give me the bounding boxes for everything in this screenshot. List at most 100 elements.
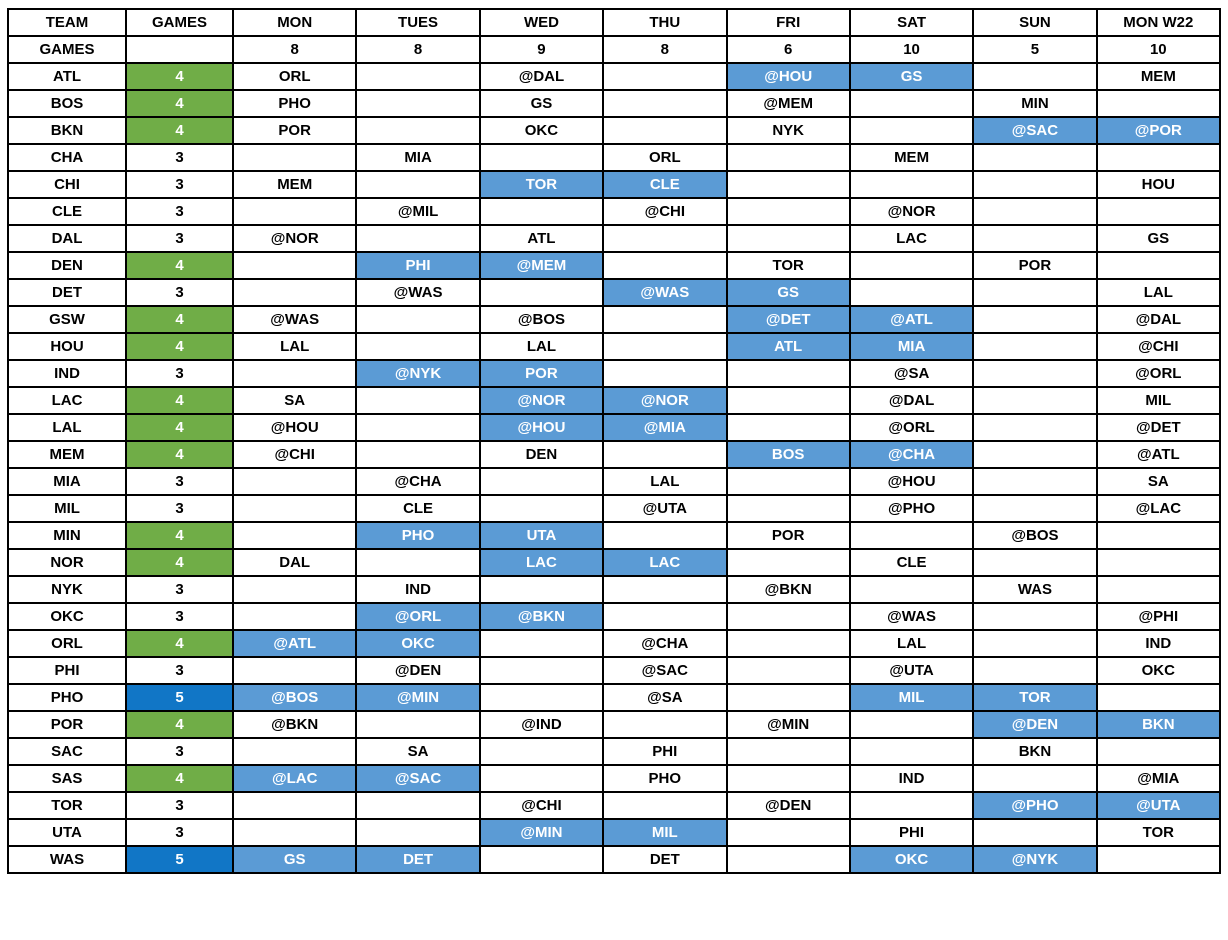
day-total-cell[interactable]: 8 xyxy=(231,35,358,64)
matchup-cell[interactable]: LAL xyxy=(848,629,975,658)
team-name-cell[interactable]: MIA xyxy=(7,467,127,496)
team-name-cell[interactable]: ORL xyxy=(7,629,127,658)
matchup-cell[interactable] xyxy=(972,440,1098,469)
matchup-cell[interactable] xyxy=(972,143,1098,172)
team-name-cell[interactable]: OKC xyxy=(7,602,127,631)
team-name-cell[interactable]: CHA xyxy=(7,143,127,172)
matchup-cell[interactable] xyxy=(231,656,358,685)
matchup-cell[interactable]: @PHO xyxy=(972,791,1098,820)
matchup-cell[interactable]: BKN xyxy=(1095,710,1222,739)
matchup-cell[interactable]: @CHA xyxy=(602,629,728,658)
matchup-cell[interactable]: @NOR xyxy=(478,386,605,415)
matchup-cell[interactable]: @BKN xyxy=(231,710,358,739)
games-count-cell[interactable]: 4 xyxy=(125,305,234,334)
matchup-cell[interactable]: MIA xyxy=(355,143,481,172)
matchup-cell[interactable]: SA xyxy=(355,737,481,766)
matchup-cell[interactable] xyxy=(231,143,358,172)
matchup-cell[interactable] xyxy=(725,683,851,712)
matchup-cell[interactable]: MIL xyxy=(602,818,728,847)
matchup-cell[interactable]: @LAC xyxy=(231,764,358,793)
matchup-cell[interactable] xyxy=(972,170,1098,199)
matchup-cell[interactable]: TOR xyxy=(725,251,851,280)
matchup-cell[interactable]: @SA xyxy=(848,359,975,388)
matchup-cell[interactable] xyxy=(848,278,975,307)
matchup-cell[interactable]: SA xyxy=(1095,467,1222,496)
matchup-cell[interactable] xyxy=(1095,845,1222,874)
matchup-cell[interactable]: @WAS xyxy=(231,305,358,334)
matchup-cell[interactable] xyxy=(478,143,605,172)
matchup-cell[interactable]: LAL xyxy=(478,332,605,361)
matchup-cell[interactable] xyxy=(602,791,728,820)
matchup-cell[interactable] xyxy=(602,359,728,388)
matchup-cell[interactable]: IND xyxy=(355,575,481,604)
matchup-cell[interactable] xyxy=(355,710,481,739)
team-name-cell[interactable]: LAC xyxy=(7,386,127,415)
games-count-cell[interactable]: 4 xyxy=(125,413,234,442)
games-totals-blank-cell[interactable] xyxy=(125,35,234,64)
matchup-cell[interactable] xyxy=(725,845,851,874)
matchup-cell[interactable]: MIL xyxy=(1095,386,1222,415)
matchup-cell[interactable] xyxy=(478,656,605,685)
games-count-cell[interactable]: 3 xyxy=(125,278,234,307)
games-count-cell[interactable]: 4 xyxy=(125,386,234,415)
matchup-cell[interactable] xyxy=(355,548,481,577)
matchup-cell[interactable] xyxy=(725,467,851,496)
matchup-cell[interactable]: @MIN xyxy=(725,710,851,739)
matchup-cell[interactable]: @UTA xyxy=(602,494,728,523)
matchup-cell[interactable] xyxy=(972,818,1098,847)
matchup-cell[interactable]: @DAL xyxy=(1095,305,1222,334)
matchup-cell[interactable] xyxy=(231,791,358,820)
matchup-cell[interactable]: OKC xyxy=(478,116,605,145)
matchup-cell[interactable] xyxy=(848,89,975,118)
team-name-cell[interactable]: POR xyxy=(7,710,127,739)
matchup-cell[interactable]: @MIL xyxy=(355,197,481,226)
matchup-cell[interactable] xyxy=(231,494,358,523)
matchup-cell[interactable] xyxy=(972,359,1098,388)
matchup-cell[interactable] xyxy=(1095,143,1222,172)
matchup-cell[interactable]: @MIA xyxy=(602,413,728,442)
matchup-cell[interactable] xyxy=(355,89,481,118)
games-count-cell[interactable]: 3 xyxy=(125,143,234,172)
matchup-cell[interactable] xyxy=(972,305,1098,334)
matchup-cell[interactable]: @HOU xyxy=(848,467,975,496)
team-name-cell[interactable]: NYK xyxy=(7,575,127,604)
matchup-cell[interactable]: @CHI xyxy=(478,791,605,820)
games-count-cell[interactable]: 4 xyxy=(125,62,234,91)
games-count-cell[interactable]: 3 xyxy=(125,170,234,199)
matchup-cell[interactable] xyxy=(972,278,1098,307)
matchup-cell[interactable]: BOS xyxy=(725,440,851,469)
matchup-cell[interactable] xyxy=(355,791,481,820)
team-name-cell[interactable]: MEM xyxy=(7,440,127,469)
matchup-cell[interactable] xyxy=(231,359,358,388)
matchup-cell[interactable]: LAC xyxy=(478,548,605,577)
games-count-cell[interactable]: 3 xyxy=(125,575,234,604)
games-count-cell[interactable]: 4 xyxy=(125,89,234,118)
team-name-cell[interactable]: PHI xyxy=(7,656,127,685)
games-count-cell[interactable]: 3 xyxy=(125,791,234,820)
matchup-cell[interactable]: @DEN xyxy=(725,791,851,820)
matchup-cell[interactable]: @NYK xyxy=(972,845,1098,874)
matchup-cell[interactable]: @HOU xyxy=(725,62,851,91)
matchup-cell[interactable] xyxy=(355,170,481,199)
team-name-cell[interactable]: PHO xyxy=(7,683,127,712)
matchup-cell[interactable] xyxy=(1095,737,1222,766)
matchup-cell[interactable] xyxy=(725,737,851,766)
column-header-thu[interactable]: THU xyxy=(602,8,728,37)
matchup-cell[interactable] xyxy=(602,89,728,118)
matchup-cell[interactable] xyxy=(725,143,851,172)
column-header-mon-w22[interactable]: MON W22 xyxy=(1095,8,1222,37)
column-header-sat[interactable]: SAT xyxy=(848,8,975,37)
games-totals-label-cell[interactable]: GAMES xyxy=(7,35,127,64)
matchup-cell[interactable] xyxy=(848,710,975,739)
matchup-cell[interactable]: @MIN xyxy=(478,818,605,847)
matchup-cell[interactable] xyxy=(231,737,358,766)
team-name-cell[interactable]: HOU xyxy=(7,332,127,361)
matchup-cell[interactable]: OKC xyxy=(1095,656,1222,685)
matchup-cell[interactable] xyxy=(972,332,1098,361)
games-count-cell[interactable]: 3 xyxy=(125,656,234,685)
matchup-cell[interactable] xyxy=(355,440,481,469)
matchup-cell[interactable]: GS xyxy=(478,89,605,118)
team-name-cell[interactable]: MIL xyxy=(7,494,127,523)
matchup-cell[interactable]: POR xyxy=(231,116,358,145)
matchup-cell[interactable]: GS xyxy=(1095,224,1222,253)
